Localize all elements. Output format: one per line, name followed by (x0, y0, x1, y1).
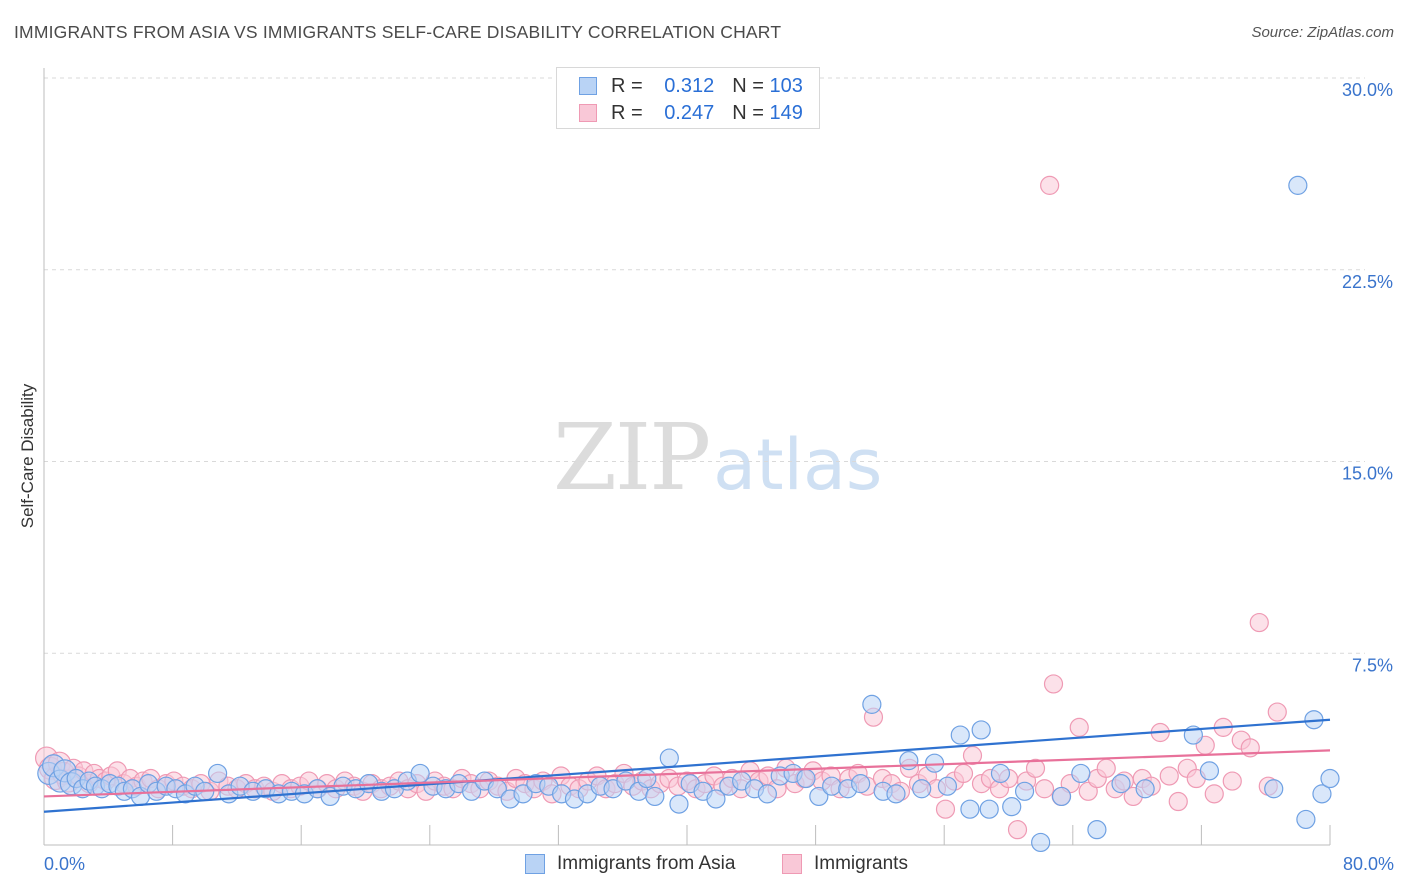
bottom-legend-swatch-blue (525, 854, 545, 874)
legend-n-value: 103 (769, 74, 803, 97)
x-tick-label-max: 80.0% (1343, 854, 1394, 874)
data-point-blue (1051, 786, 1072, 807)
data-point-blue (899, 751, 919, 771)
y-tick-label: 15.0% (1342, 464, 1393, 484)
data-point-blue (645, 786, 665, 807)
data-point-blue (757, 784, 777, 804)
data-point-blue (960, 799, 980, 819)
data-point-blue (1320, 768, 1340, 789)
legend-r-value: 0.312 (664, 74, 715, 97)
data-point-blue (706, 789, 726, 809)
data-point-blue (637, 768, 657, 789)
data-point-pink (1249, 612, 1269, 633)
data-point-blue (1031, 832, 1051, 853)
legend-n-label: N = (732, 101, 764, 124)
data-point-blue (937, 776, 958, 796)
data-point-blue (1071, 763, 1091, 784)
chart-source: Source: ZipAtlas.com (1251, 24, 1394, 41)
data-point-pink (1040, 175, 1060, 195)
data-point-blue (912, 779, 932, 799)
data-point-blue (822, 776, 842, 796)
data-point-blue (513, 784, 533, 804)
data-point-blue (1014, 781, 1035, 801)
data-point-pink (962, 745, 983, 766)
legend-swatch-pink (579, 104, 597, 122)
watermark: ZIPatlas (553, 404, 882, 511)
data-point-blue (1111, 774, 1131, 794)
bottom-legend-swatch-pink (782, 854, 802, 874)
legend-row-asia: R = 0.312 N = 103 (579, 74, 803, 98)
data-point-pink (1025, 758, 1046, 778)
data-point-blue (796, 768, 816, 789)
data-point-pink (1007, 820, 1028, 840)
trend-line-blue (43, 718, 1331, 813)
data-point-blue (1312, 784, 1332, 804)
bottom-legend-label: Immigrants (814, 853, 908, 874)
watermark-zip: ZIP (553, 404, 711, 511)
data-point-blue (1199, 761, 1220, 781)
data-point-blue (979, 799, 999, 819)
data-point-blue (886, 784, 906, 804)
y-tick-label: 30.0% (1342, 80, 1393, 100)
data-point-pink (1204, 784, 1224, 804)
data-point-blue (851, 774, 871, 794)
legend-r-value: 0.247 (664, 101, 715, 124)
y-tick-label: 7.5% (1352, 655, 1393, 675)
data-point-blue (1087, 820, 1107, 840)
data-point-blue (659, 748, 679, 768)
data-point-pink (1159, 766, 1179, 786)
data-point-blue (461, 781, 482, 801)
data-point-blue (990, 763, 1011, 784)
data-point-pink (953, 763, 974, 784)
data-point-blue (809, 786, 829, 807)
data-point-pink (1043, 674, 1064, 694)
data-point-blue (1002, 797, 1022, 817)
legend-n-label: N = (732, 74, 764, 97)
bottom-legend-label: Immigrants from Asia (557, 853, 736, 874)
chart-title: IMMIGRANTS FROM ASIA VS IMMIGRANTS SELF-… (14, 22, 782, 42)
bottom-legend-immigrants: Immigrants (782, 852, 908, 876)
data-point-blue (208, 763, 228, 784)
watermark-atlas: atlas (713, 424, 883, 506)
legend-n-value: 149 (769, 101, 803, 124)
data-point-pink (1034, 779, 1055, 799)
data-point-blue (1288, 175, 1308, 195)
data-point-blue (862, 694, 882, 714)
x-tick-label-min: 0.0% (44, 854, 85, 874)
data-point-blue (924, 753, 945, 773)
y-axis-label: Self-Care Disability (18, 383, 37, 529)
data-point-pink (1267, 702, 1287, 722)
legend-r-label: R = (611, 101, 643, 124)
data-point-blue (1296, 809, 1316, 830)
data-point-blue (950, 725, 970, 745)
legend-row-immigrants: R = 0.247 N = 149 (579, 101, 803, 125)
data-point-pink (1222, 771, 1242, 791)
data-point-pink (935, 799, 956, 819)
data-point-blue (971, 720, 991, 740)
y-tick-label: 22.5% (1342, 272, 1393, 292)
data-point-pink (1096, 758, 1116, 778)
trend-line-pink (43, 749, 1331, 798)
legend-swatch-blue (579, 77, 597, 95)
bottom-legend-asia: Immigrants from Asia (525, 852, 735, 876)
legend-r-label: R = (611, 74, 643, 97)
data-point-blue (1264, 779, 1284, 799)
correlation-legend: R = 0.312 N = 103 R = 0.247 N = 149 (556, 67, 820, 129)
data-point-blue (1135, 779, 1155, 799)
data-point-blue (669, 794, 689, 814)
data-point-pink (1069, 717, 1089, 737)
data-point-pink (1168, 791, 1188, 812)
